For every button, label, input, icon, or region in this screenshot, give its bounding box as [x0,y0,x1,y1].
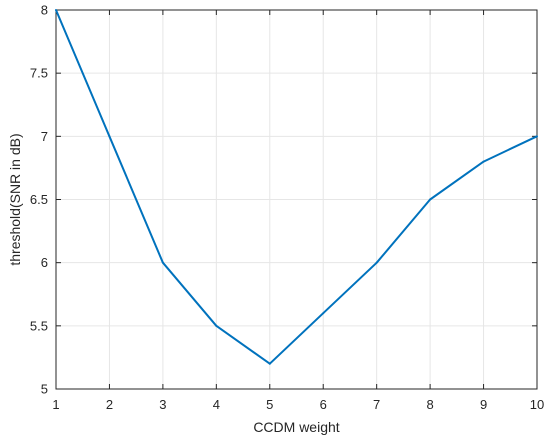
x-tick-label: 8 [426,397,433,412]
y-tick-label: 5.5 [30,318,48,333]
x-tick-label: 2 [106,397,113,412]
y-tick-label: 6.5 [30,192,48,207]
data-point [55,9,57,11]
grid-lines [56,10,537,389]
y-tick-label: 7 [41,129,48,144]
y-tick-labels: 5 5.5 6 6.5 7 7.5 8 [30,3,48,397]
data-point [161,261,164,264]
x-tick-label: 5 [266,397,273,412]
axis-ticks [55,9,538,390]
y-axis-label: threshold(SNR in dB) [7,133,23,265]
data-point [268,362,271,365]
data-point [108,135,111,138]
y-tick-label: 5 [41,382,48,397]
x-tick-label: 1 [52,397,59,412]
y-tick-label: 8 [41,3,48,18]
data-point [429,198,432,201]
x-tick-label: 9 [480,397,487,412]
y-tick-label: 7.5 [30,66,48,81]
x-tick-label: 4 [213,397,220,412]
x-axis-label: CCDM weight [253,419,339,435]
data-point [482,160,485,163]
x-tick-labels: 1 2 3 4 5 6 7 8 9 10 [52,397,544,412]
data-point [375,261,378,264]
y-tick-label: 6 [41,255,48,270]
series-group [55,9,538,365]
x-tick-label: 6 [320,397,327,412]
data-point [215,324,218,327]
x-tick-label: 10 [530,397,544,412]
x-tick-label: 3 [159,397,166,412]
series-line [55,9,538,365]
x-tick-label: 7 [373,397,380,412]
data-point [322,312,325,315]
data-point [536,135,538,138]
